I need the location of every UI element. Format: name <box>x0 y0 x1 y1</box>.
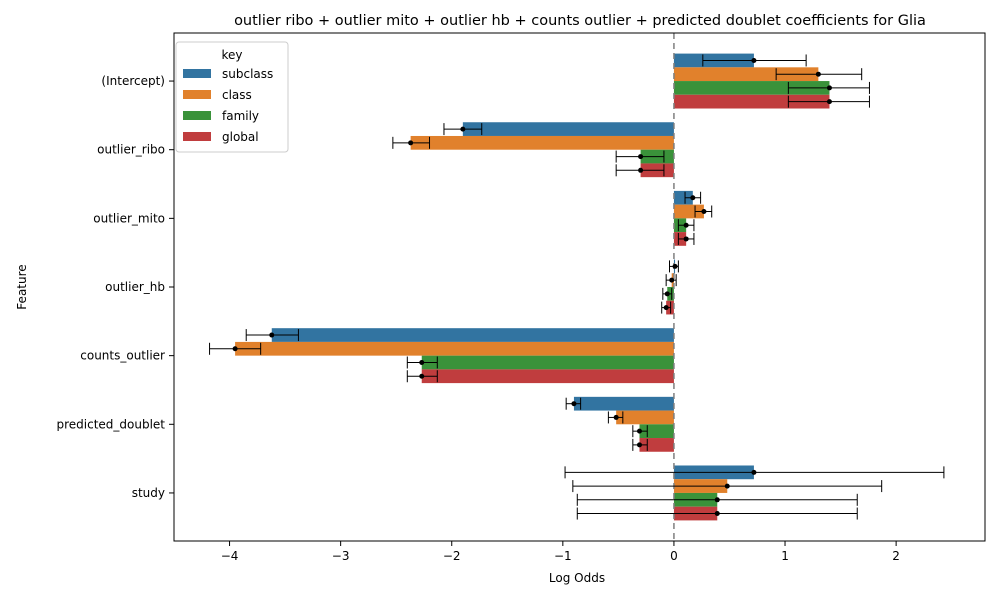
bar <box>639 424 674 439</box>
legend-swatch <box>183 132 211 141</box>
y-tick-label: counts_outlier <box>80 349 165 363</box>
x-tick-label: −1 <box>554 549 572 563</box>
y-tick-label: outlier_mito <box>93 211 165 225</box>
legend: key subclass class family global <box>175 41 289 153</box>
data-point <box>636 442 642 448</box>
legend-label: family <box>222 109 259 123</box>
data-point <box>683 236 689 242</box>
data-point <box>638 154 644 160</box>
data-point <box>672 263 678 269</box>
data-point <box>663 305 669 311</box>
plot-frame <box>173 32 986 542</box>
legend-title: key <box>221 48 242 62</box>
data-point <box>408 140 414 146</box>
plot-area <box>209 33 945 541</box>
y-tick-label: outlier_ribo <box>97 143 165 157</box>
legend-label: global <box>222 130 259 144</box>
data-point <box>714 511 720 517</box>
x-tick-label: 1 <box>781 549 789 563</box>
y-tick-label: (Intercept) <box>101 74 165 88</box>
data-point <box>714 497 720 503</box>
data-point <box>724 483 730 489</box>
data-point <box>826 99 832 105</box>
data-point <box>683 222 689 228</box>
x-axis: −4 −3 −2 −1 0 1 2 <box>221 541 900 563</box>
bar <box>235 341 674 356</box>
data-point <box>232 346 238 352</box>
data-point <box>636 428 642 434</box>
x-tick-label: −2 <box>443 549 461 563</box>
bar <box>573 396 674 411</box>
legend-label: subclass <box>222 67 273 81</box>
legend-label: class <box>222 88 252 102</box>
data-point <box>638 167 644 173</box>
chart-title: outlier ribo + outlier mito + outlier hb… <box>234 13 926 29</box>
legend-swatch <box>183 69 211 78</box>
bar <box>421 369 674 384</box>
data-point <box>701 208 707 214</box>
bar <box>673 190 693 205</box>
bar <box>673 94 830 109</box>
y-tick-label: study <box>132 486 165 500</box>
bar <box>673 67 819 82</box>
y-tick-label: predicted_doublet <box>56 417 165 431</box>
bar <box>410 135 674 150</box>
y-tick-label: outlier_hb <box>105 280 165 294</box>
bar <box>421 355 674 370</box>
x-tick-label: 0 <box>670 549 678 563</box>
x-tick-label: −4 <box>221 549 239 563</box>
legend-swatch <box>183 90 211 99</box>
data-point <box>751 57 757 63</box>
data-point <box>419 373 425 379</box>
bar <box>673 204 704 219</box>
x-axis-title: Log Odds <box>549 571 605 585</box>
data-point <box>669 277 675 283</box>
bar <box>673 81 830 95</box>
x-tick-label: −3 <box>332 549 350 563</box>
data-point <box>664 291 670 297</box>
data-point <box>826 85 832 91</box>
bar <box>616 410 674 425</box>
data-point <box>690 195 696 201</box>
bar <box>462 122 674 136</box>
data-point <box>269 332 275 338</box>
y-axis: (Intercept) outlier_ribo outlier_mitooutli… <box>56 74 174 500</box>
data-point <box>460 126 466 132</box>
data-point <box>419 360 425 366</box>
data-point <box>815 71 821 77</box>
data-point <box>751 469 757 475</box>
y-axis-title: Feature <box>15 264 29 309</box>
data-point <box>613 414 619 420</box>
x-tick-label: 2 <box>892 549 900 563</box>
legend-swatch <box>183 111 211 120</box>
data-point <box>571 401 577 407</box>
bar <box>271 328 674 342</box>
bar <box>639 438 674 452</box>
